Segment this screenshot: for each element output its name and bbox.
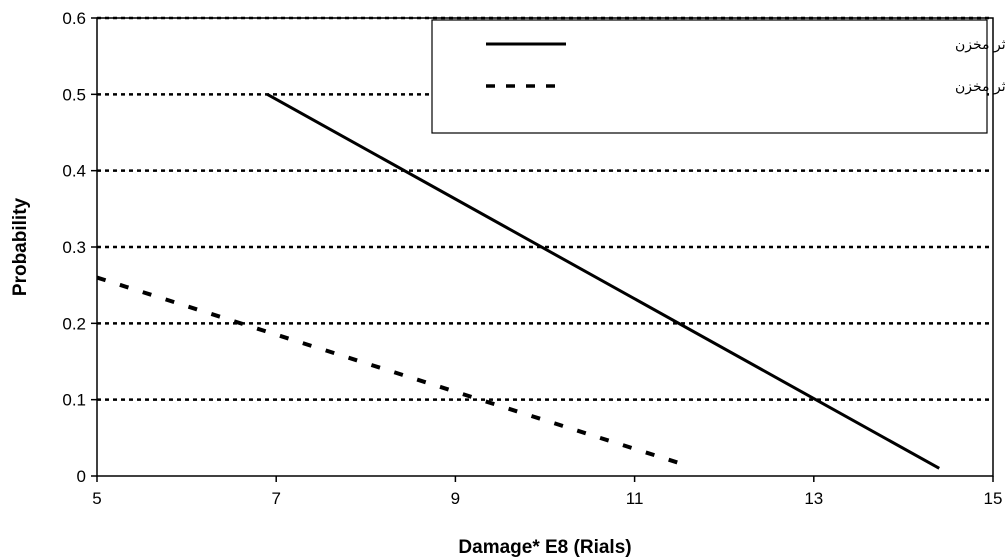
x-tick-label-2: 9	[451, 489, 460, 508]
x-tick-label-5: 15	[984, 489, 1003, 508]
series-group	[96, 93, 940, 470]
tick-labels: 0 0.1 0.2 0.3 0.4 0.5 0.6 5 7 9 11 13 15	[62, 9, 1002, 508]
legend: بدون درنظر گرفتن سیستم هشدار سیل و اثر م…	[431, 19, 1005, 134]
y-tick-label-2: 0.2	[62, 314, 86, 333]
x-tick-label-0: 5	[92, 489, 101, 508]
y-tick-label-1: 0.1	[62, 391, 86, 410]
y-axis-title: Probability	[10, 197, 31, 296]
legend-box	[431, 19, 988, 134]
y-tick-label-6: 0.6	[62, 9, 86, 28]
legend-label-dashed: با درنظر گرفتن سیستم هشدار سیل و اثر مخز…	[955, 78, 1005, 95]
x-tick-label-1: 7	[271, 489, 280, 508]
y-tick-label-5: 0.5	[62, 85, 86, 104]
series-line-solid	[266, 93, 940, 470]
x-tick-label-3: 11	[626, 489, 644, 508]
y-tick-label-4: 0.4	[62, 162, 86, 181]
x-axis-title: Damage* E8 (Rials)	[458, 537, 631, 558]
x-tick-label-4: 13	[804, 489, 823, 508]
series-line-dashed	[96, 275, 685, 467]
y-tick-label-3: 0.3	[62, 238, 86, 257]
legend-label-solid: بدون درنظر گرفتن سیستم هشدار سیل و اثر م…	[955, 36, 1005, 53]
y-tick-label-0: 0	[77, 467, 86, 486]
